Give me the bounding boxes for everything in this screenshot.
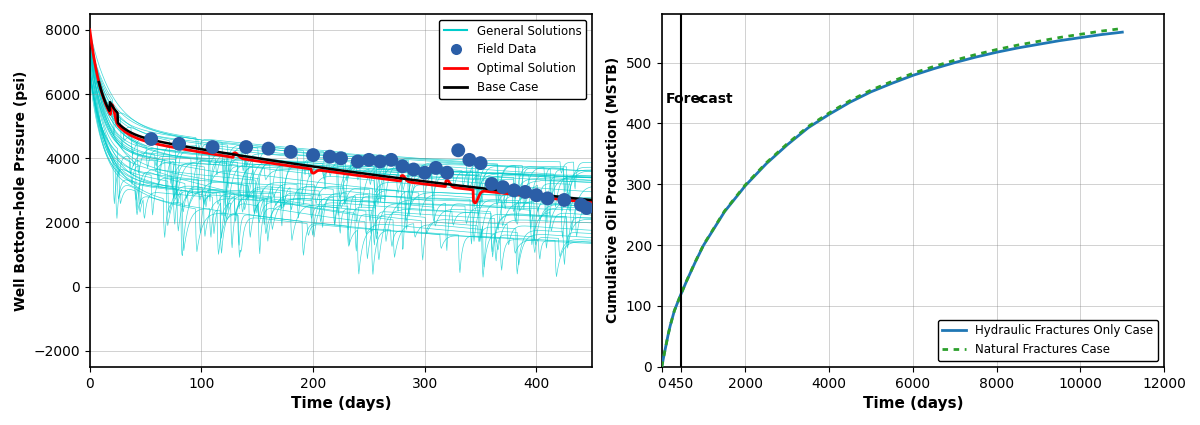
Natural Fractures Case — [822, 110, 836, 116]
Line: Hydraulic Fractures Only Case: Hydraulic Fractures Only Case — [661, 32, 1122, 367]
X-axis label: Time (days): Time (days) — [290, 396, 391, 411]
Natural Fractures Case — [738, 182, 752, 187]
Text: Forecast: Forecast — [666, 92, 733, 106]
Natural Fractures Case — [1094, 28, 1109, 34]
Natural Fractures Case — [1052, 35, 1067, 40]
Point — [460, 156, 479, 163]
Natural Fractures Case — [1010, 42, 1025, 48]
Natural Fractures Case — [661, 333, 676, 338]
Natural Fractures Case — [948, 58, 962, 63]
Natural Fractures Case — [654, 364, 668, 369]
Point — [169, 140, 188, 147]
Hydraulic Fractures Only Case — [990, 50, 1004, 55]
Y-axis label: Well Bottom-hole Prssure (psi): Well Bottom-hole Prssure (psi) — [14, 70, 28, 311]
Y-axis label: Cumulative Oil Production (MSTB): Cumulative Oil Production (MSTB) — [606, 57, 620, 323]
Hydraulic Fractures Only Case — [656, 353, 671, 358]
Point — [382, 156, 401, 163]
Point — [281, 148, 300, 155]
Point — [516, 189, 535, 196]
Point — [371, 158, 390, 165]
Natural Fractures Case — [760, 160, 774, 165]
Natural Fractures Case — [679, 278, 694, 283]
Natural Fractures Case — [802, 124, 816, 129]
Natural Fractures Case — [696, 242, 710, 247]
Point — [259, 145, 278, 152]
Hydraulic Fractures Only Case — [842, 99, 857, 105]
Natural Fractures Case — [1115, 26, 1129, 31]
Point — [304, 152, 323, 159]
Hydraulic Fractures Only Case — [738, 183, 752, 188]
Point — [426, 164, 445, 171]
Natural Fractures Case — [864, 88, 878, 93]
Hydraulic Fractures Only Case — [679, 278, 694, 283]
Point — [203, 144, 222, 150]
Point — [438, 169, 457, 176]
Point — [404, 166, 424, 173]
Hydraulic Fractures Only Case — [1073, 35, 1087, 40]
Hydraulic Fractures Only Case — [884, 81, 899, 86]
Hydraulic Fractures Only Case — [667, 308, 682, 313]
Point — [320, 153, 340, 160]
X-axis label: Time (days): Time (days) — [863, 396, 964, 411]
Natural Fractures Case — [662, 323, 677, 329]
Natural Fractures Case — [926, 64, 941, 69]
Hydraulic Fractures Only Case — [1052, 38, 1067, 43]
Point — [538, 195, 557, 202]
Point — [348, 158, 367, 165]
Hydraulic Fractures Only Case — [688, 260, 702, 265]
Natural Fractures Case — [906, 71, 920, 76]
Legend: Hydraulic Fractures Only Case, Natural Fractures Case: Hydraulic Fractures Only Case, Natural F… — [937, 320, 1158, 361]
Hydraulic Fractures Only Case — [926, 66, 941, 71]
Hydraulic Fractures Only Case — [696, 243, 710, 248]
Hydraulic Fractures Only Case — [968, 54, 983, 60]
Natural Fractures Case — [667, 308, 682, 313]
Point — [142, 136, 161, 142]
Point — [415, 169, 434, 176]
Point — [236, 144, 256, 150]
Hydraulic Fractures Only Case — [1031, 42, 1045, 47]
Point — [470, 160, 490, 167]
Hydraulic Fractures Only Case — [822, 112, 836, 117]
Natural Fractures Case — [1073, 32, 1087, 37]
Natural Fractures Case — [968, 52, 983, 57]
Point — [504, 187, 523, 194]
Hydraulic Fractures Only Case — [718, 209, 732, 214]
Hydraulic Fractures Only Case — [760, 161, 774, 166]
Hydraulic Fractures Only Case — [1010, 45, 1025, 51]
Hydraulic Fractures Only Case — [662, 323, 677, 329]
Natural Fractures Case — [884, 79, 899, 84]
Hydraulic Fractures Only Case — [780, 142, 794, 147]
Point — [527, 192, 546, 198]
Natural Fractures Case — [718, 209, 732, 214]
Point — [554, 197, 574, 204]
Hydraulic Fractures Only Case — [802, 125, 816, 130]
Natural Fractures Case — [842, 98, 857, 103]
Line: Natural Fractures Case: Natural Fractures Case — [661, 28, 1122, 367]
Hydraulic Fractures Only Case — [864, 89, 878, 94]
Point — [482, 181, 502, 187]
Point — [577, 204, 596, 211]
Natural Fractures Case — [659, 343, 673, 348]
Point — [493, 184, 512, 190]
Hydraulic Fractures Only Case — [1094, 32, 1109, 37]
Natural Fractures Case — [990, 47, 1004, 52]
Hydraulic Fractures Only Case — [906, 73, 920, 78]
Hydraulic Fractures Only Case — [654, 364, 668, 369]
Natural Fractures Case — [780, 141, 794, 146]
Point — [571, 201, 590, 208]
Hydraulic Fractures Only Case — [948, 60, 962, 65]
Hydraulic Fractures Only Case — [659, 343, 673, 348]
Point — [449, 147, 468, 154]
Hydraulic Fractures Only Case — [661, 333, 676, 338]
Natural Fractures Case — [656, 353, 671, 358]
Point — [331, 155, 350, 162]
Natural Fractures Case — [1031, 39, 1045, 44]
Natural Fractures Case — [673, 292, 688, 298]
Point — [359, 156, 378, 163]
Hydraulic Fractures Only Case — [673, 292, 688, 298]
Hydraulic Fractures Only Case — [1115, 30, 1129, 35]
Natural Fractures Case — [688, 259, 702, 264]
Point — [392, 163, 412, 170]
Legend: General Solutions, Field Data, Optimal Solution, Base Case: General Solutions, Field Data, Optimal S… — [439, 20, 587, 99]
